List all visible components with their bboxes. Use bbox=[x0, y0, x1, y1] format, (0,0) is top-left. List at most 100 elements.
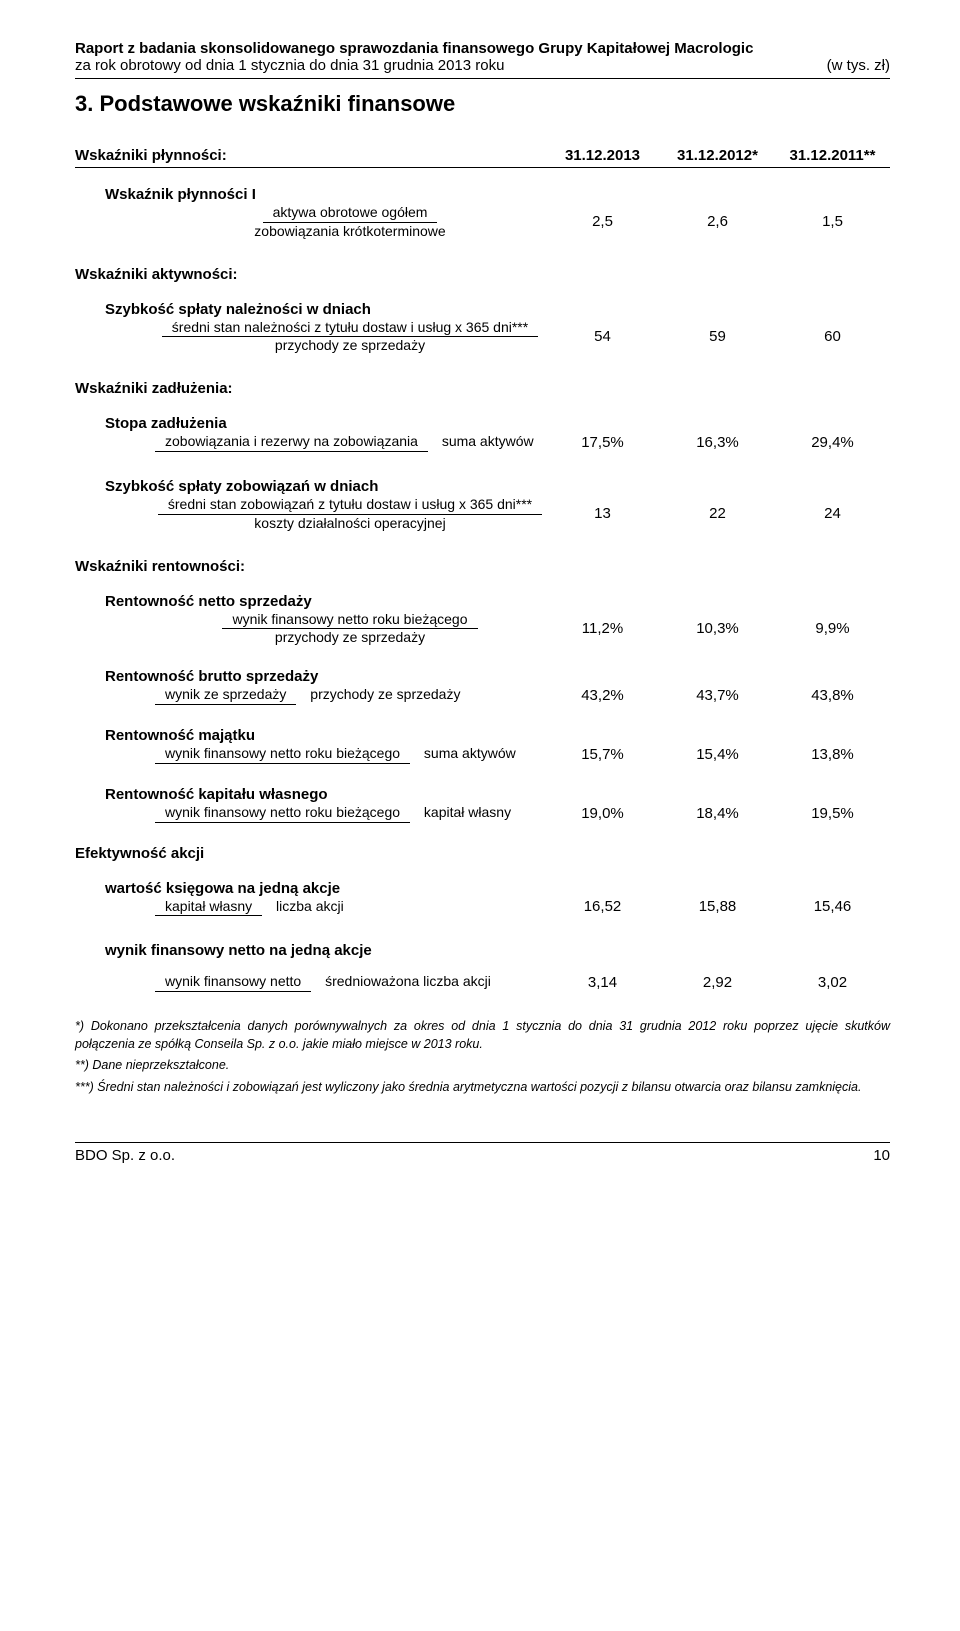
numerator: wynik ze sprzedaży bbox=[155, 686, 296, 705]
indicator-zadluzenie-1: Stopa zadłużenia zobowiązania i rezerwy … bbox=[105, 415, 890, 452]
page-footer: BDO Sp. z o.o. 10 bbox=[75, 1142, 890, 1164]
indicator-plynnosc-1: Wskaźnik płynności I aktywa obrotowe ogó… bbox=[105, 186, 890, 240]
denominator: zobowiązania krótkoterminowe bbox=[244, 223, 455, 240]
footnote-2: **) Dane nieprzekształcone. bbox=[75, 1057, 890, 1075]
value-2: 59 bbox=[660, 328, 775, 345]
indicator-title: Rentowność brutto sprzedaży bbox=[105, 668, 890, 685]
fraction: wynik finansowy netto roku bieżącego sum… bbox=[155, 745, 526, 764]
section-efektywnosc-label: Efektywność akcji bbox=[75, 845, 890, 862]
value-1: 16,52 bbox=[545, 898, 660, 915]
value-3: 9,9% bbox=[775, 620, 890, 637]
indicator-title: Wskaźnik płynności I bbox=[105, 186, 890, 203]
value-3: 24 bbox=[775, 505, 890, 522]
section-aktywnosc-label: Wskaźniki aktywności: bbox=[75, 266, 890, 283]
value-3: 15,46 bbox=[775, 898, 890, 915]
section-zadluzenie-label: Wskaźniki zadłużenia: bbox=[75, 380, 890, 397]
value-3: 29,4% bbox=[775, 434, 890, 451]
value-1: 19,0% bbox=[545, 805, 660, 822]
value-2: 22 bbox=[660, 505, 775, 522]
footnote-3: ***) Średni stan należności i zobowiązań… bbox=[75, 1079, 890, 1097]
value-2: 18,4% bbox=[660, 805, 775, 822]
denominator: średnioważona liczba akcji bbox=[315, 973, 501, 990]
numerator: wynik finansowy netto roku bieżącego bbox=[155, 745, 410, 764]
indicator-title: wartość księgowa na jedną akcje bbox=[105, 880, 890, 897]
value-2: 15,4% bbox=[660, 746, 775, 763]
indicator-zadluzenie-2: Szybkość spłaty zobowiązań w dniach śred… bbox=[105, 478, 890, 532]
footer-right: 10 bbox=[873, 1147, 890, 1164]
section-plynnosc-label: Wskaźniki płynności: bbox=[75, 147, 545, 164]
indicator-title: wynik finansowy netto na jedną akcje bbox=[105, 942, 890, 959]
indicator-title: Rentowność majątku bbox=[105, 727, 890, 744]
denominator: kapitał własny bbox=[414, 804, 521, 821]
value-2: 16,3% bbox=[660, 434, 775, 451]
numerator: wynik finansowy netto roku bieżącego bbox=[222, 611, 477, 630]
indicator-title: Rentowność netto sprzedaży bbox=[105, 593, 890, 610]
value-1: 15,7% bbox=[545, 746, 660, 763]
value-1: 13 bbox=[545, 505, 660, 522]
value-2: 2,92 bbox=[660, 974, 775, 991]
value-2: 43,7% bbox=[660, 687, 775, 704]
indicator-title: Stopa zadłużenia bbox=[105, 415, 890, 432]
numerator: średni stan zobowiązań z tytułu dostaw i… bbox=[158, 496, 542, 515]
value-1: 43,2% bbox=[545, 687, 660, 704]
footnote-1: *) Dokonano przekształcenia danych porów… bbox=[75, 1018, 890, 1053]
indicator-rent-1: Rentowność netto sprzedaży wynik finanso… bbox=[105, 593, 890, 647]
value-3: 13,8% bbox=[775, 746, 890, 763]
denominator: suma aktywów bbox=[432, 433, 544, 450]
numerator: zobowiązania i rezerwy na zobowiązania bbox=[155, 433, 428, 452]
header-line2: za rok obrotowy od dnia 1 stycznia do dn… bbox=[75, 57, 890, 79]
denominator: przychody ze sprzedaży bbox=[265, 337, 435, 354]
denominator: przychody ze sprzedaży bbox=[265, 629, 435, 646]
header-line2-right: (w tys. zł) bbox=[827, 57, 890, 74]
indicator-title: Szybkość spłaty zobowiązań w dniach bbox=[105, 478, 890, 495]
value-2: 2,6 bbox=[660, 213, 775, 230]
value-2: 10,3% bbox=[660, 620, 775, 637]
value-1: 2,5 bbox=[545, 213, 660, 230]
footnotes: *) Dokonano przekształcenia danych porów… bbox=[75, 1018, 890, 1096]
fraction: średni stan należności z tytułu dostaw i… bbox=[155, 319, 545, 355]
page-title: 3. Podstawowe wskaźniki finansowe bbox=[75, 91, 890, 117]
fraction: wynik finansowy netto średnioważona licz… bbox=[155, 973, 501, 992]
value-3: 1,5 bbox=[775, 213, 890, 230]
denominator: suma aktywów bbox=[414, 745, 526, 762]
doc-header: Raport z badania skonsolidowanego sprawo… bbox=[75, 40, 890, 79]
header-line1: Raport z badania skonsolidowanego sprawo… bbox=[75, 40, 890, 57]
value-3: 19,5% bbox=[775, 805, 890, 822]
header-line2-left: za rok obrotowy od dnia 1 stycznia do dn… bbox=[75, 57, 504, 74]
value-3: 60 bbox=[775, 328, 890, 345]
indicator-title: Szybkość spłaty należności w dniach bbox=[105, 301, 890, 318]
denominator: liczba akcji bbox=[266, 898, 354, 915]
year-header-row: Wskaźniki płynności: 31.12.2013 31.12.20… bbox=[75, 147, 890, 168]
fraction: wynik ze sprzedaży przychody ze sprzedaż… bbox=[155, 686, 470, 705]
year-col-1: 31.12.2013 bbox=[545, 147, 660, 164]
numerator: aktywa obrotowe ogółem bbox=[263, 204, 438, 223]
value-1: 11,2% bbox=[545, 620, 660, 637]
value-3: 43,8% bbox=[775, 687, 890, 704]
numerator: wynik finansowy netto roku bieżącego bbox=[155, 804, 410, 823]
indicator-rent-4: Rentowność kapitału własnego wynik finan… bbox=[105, 786, 890, 823]
value-1: 54 bbox=[545, 328, 660, 345]
section-rentownosc-label: Wskaźniki rentowności: bbox=[75, 558, 890, 575]
value-1: 3,14 bbox=[545, 974, 660, 991]
fraction: średni stan zobowiązań z tytułu dostaw i… bbox=[155, 496, 545, 532]
numerator: średni stan należności z tytułu dostaw i… bbox=[162, 319, 538, 338]
indicator-title: Rentowność kapitału własnego bbox=[105, 786, 890, 803]
fraction: aktywa obrotowe ogółem zobowiązania krót… bbox=[155, 204, 545, 240]
fraction: kapitał własny liczba akcji bbox=[155, 898, 354, 917]
footer-left: BDO Sp. z o.o. bbox=[75, 1147, 175, 1164]
value-3: 3,02 bbox=[775, 974, 890, 991]
indicator-rent-3: Rentowność majątku wynik finansowy netto… bbox=[105, 727, 890, 764]
numerator: kapitał własny bbox=[155, 898, 262, 917]
year-col-3: 31.12.2011** bbox=[775, 147, 890, 164]
denominator: koszty działalności operacyjnej bbox=[244, 515, 455, 532]
indicator-efekt-2: wynik finansowy netto na jedną akcje wyn… bbox=[105, 942, 890, 992]
year-col-2: 31.12.2012* bbox=[660, 147, 775, 164]
indicator-efekt-1: wartość księgowa na jedną akcje kapitał … bbox=[105, 880, 890, 917]
fraction: wynik finansowy netto roku bieżącego kap… bbox=[155, 804, 521, 823]
indicator-rent-2: Rentowność brutto sprzedaży wynik ze spr… bbox=[105, 668, 890, 705]
denominator: przychody ze sprzedaży bbox=[300, 686, 470, 703]
fraction: zobowiązania i rezerwy na zobowiązania s… bbox=[155, 433, 544, 452]
numerator: wynik finansowy netto bbox=[155, 973, 311, 992]
value-2: 15,88 bbox=[660, 898, 775, 915]
indicator-aktywnosc-1: Szybkość spłaty należności w dniach śred… bbox=[105, 301, 890, 355]
